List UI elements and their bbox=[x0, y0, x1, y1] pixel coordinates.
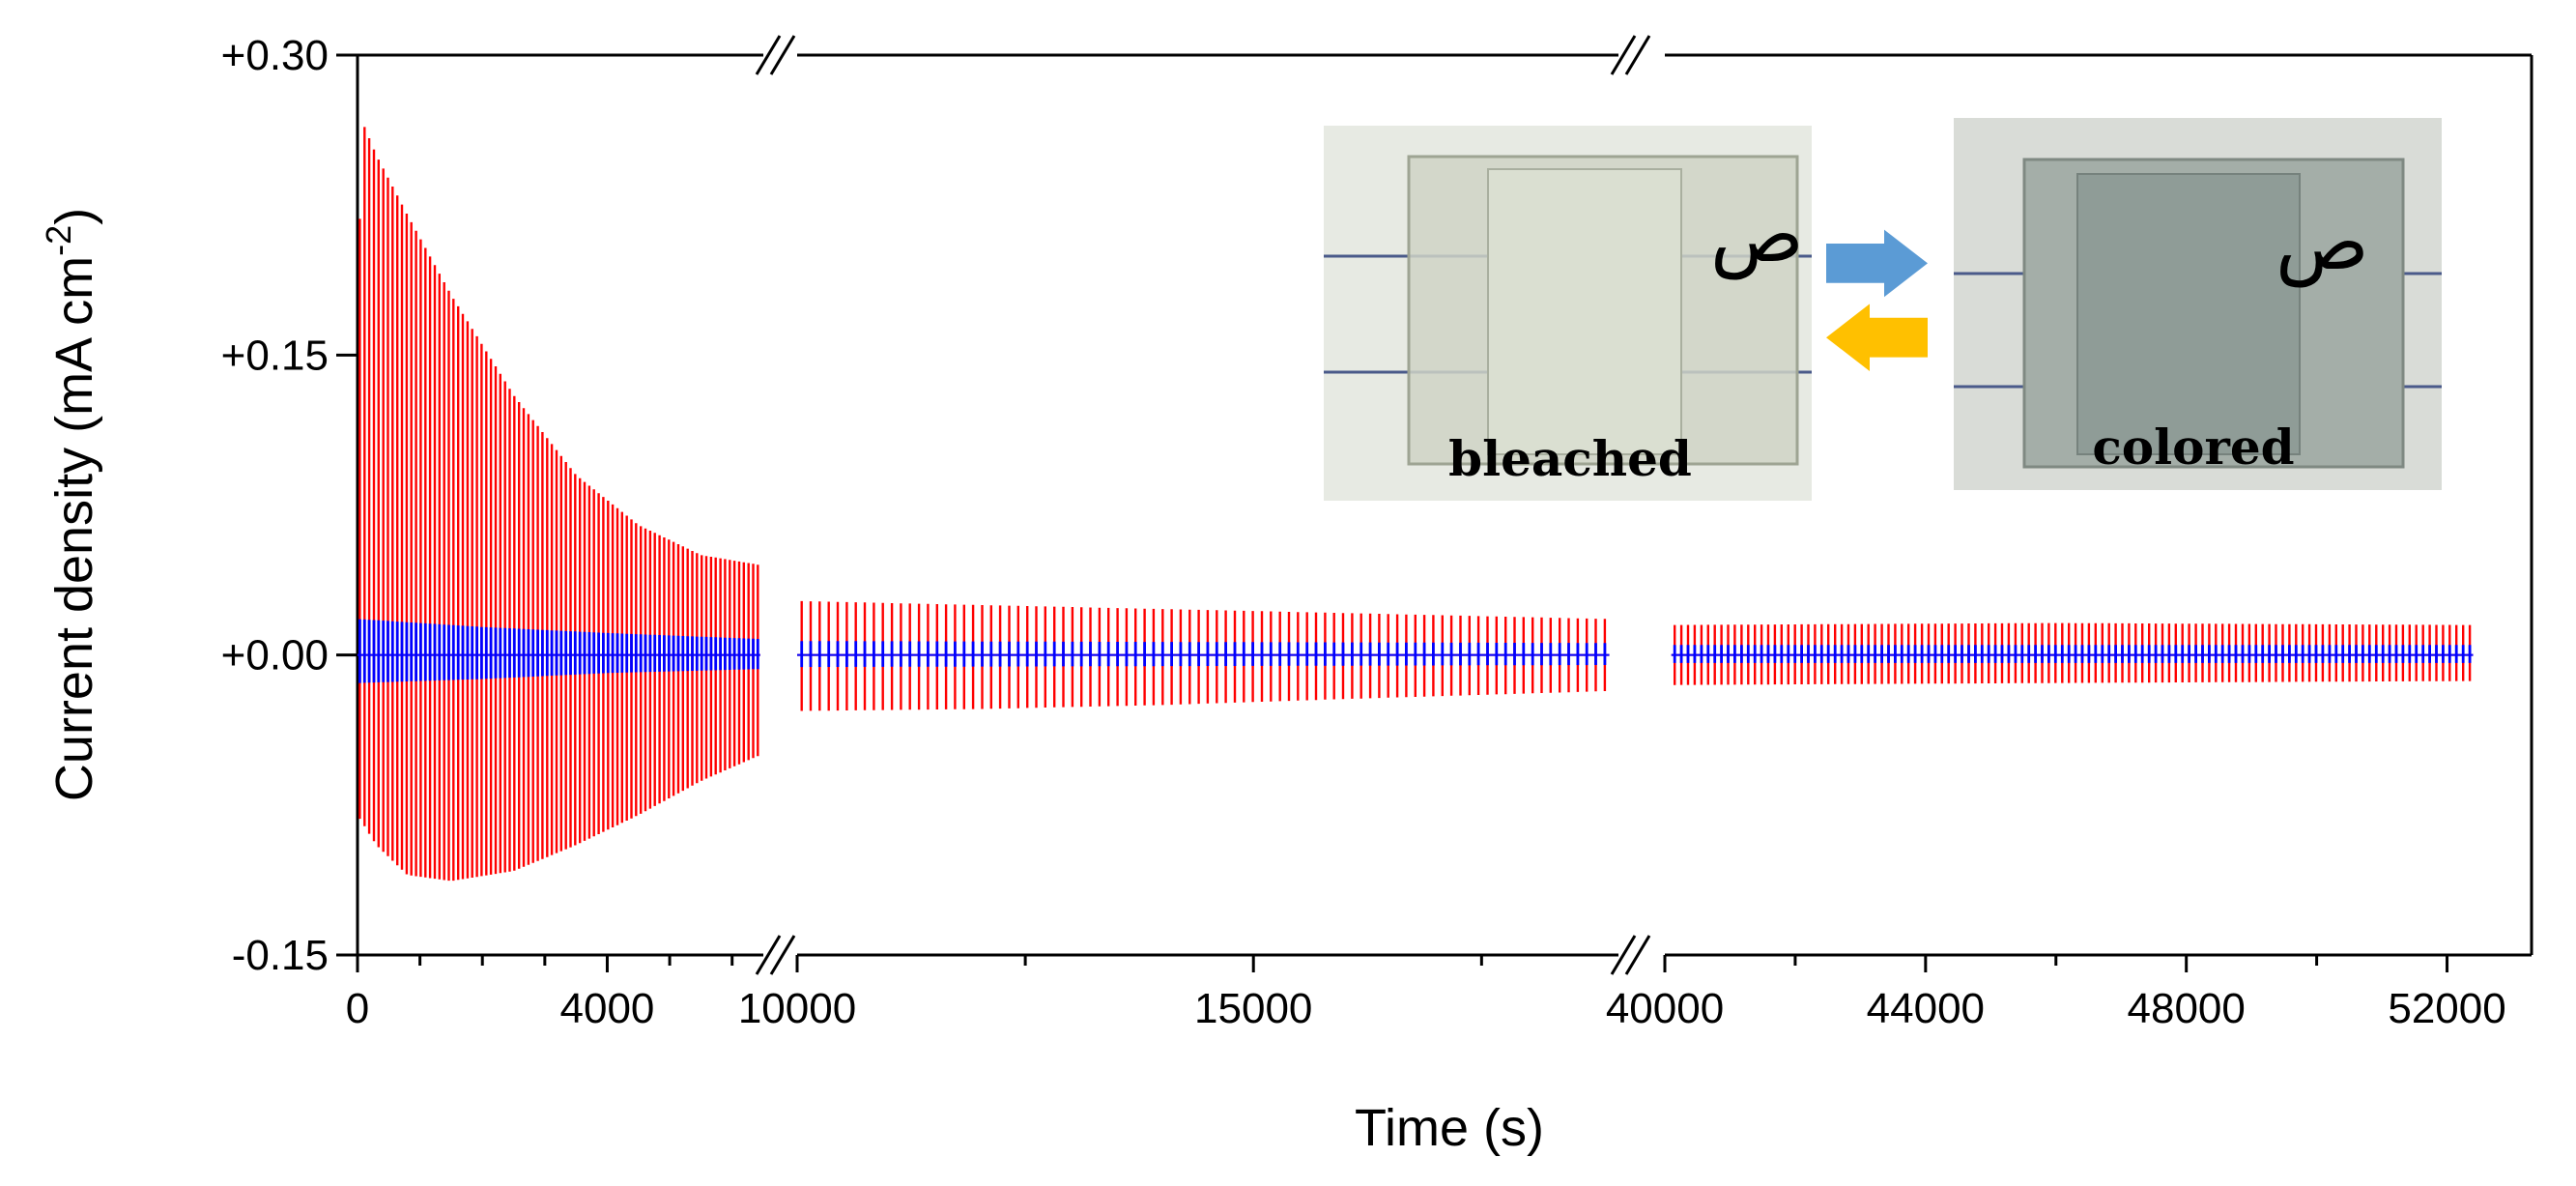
forward-arrow-icon bbox=[1826, 229, 1928, 298]
charge-envelope-segment bbox=[800, 641, 1607, 668]
axis-break-slash bbox=[769, 35, 796, 75]
x-axis-ticks: 0 4000 10000 15000 40000 44000 48000 52000 bbox=[346, 955, 2506, 1032]
y-tick-label: +0.15 bbox=[221, 332, 329, 379]
y-tick-label: +0.00 bbox=[221, 632, 329, 680]
bleached-photo: ص bleached bbox=[1324, 126, 1812, 501]
x-tick-label: 4000 bbox=[560, 985, 655, 1032]
bleached-caption: bleached bbox=[1448, 430, 1692, 487]
y-axis-title-superscript: -2 bbox=[39, 225, 78, 256]
axis-break-slash bbox=[755, 935, 782, 975]
y-axis-ticks: +0.30 +0.15 +0.00 -0.15 bbox=[221, 32, 358, 979]
axis-break-slash bbox=[1610, 935, 1637, 975]
x-tick-label: 15000 bbox=[1194, 985, 1312, 1032]
axis-break-slash bbox=[1624, 35, 1651, 75]
colored-photo: ص colored bbox=[1954, 118, 2442, 490]
charge-envelope-segment bbox=[358, 619, 759, 683]
x-tick-label: 10000 bbox=[738, 985, 856, 1032]
x-tick-label: 40000 bbox=[1606, 985, 1724, 1032]
x-tick-label: 48000 bbox=[2128, 985, 2246, 1032]
bleached-device-film bbox=[1487, 168, 1682, 455]
y-axis-title-text: Current density (mA cm bbox=[45, 256, 103, 801]
y-tick-label: +0.30 bbox=[221, 32, 329, 79]
axis-break-slash bbox=[755, 35, 782, 75]
x-tick-label: 44000 bbox=[1867, 985, 1985, 1032]
charge-envelope-segment bbox=[1673, 645, 2472, 663]
bleached-photo-mark: ص bbox=[1710, 191, 1804, 280]
axis-break-slash bbox=[1610, 35, 1637, 75]
axis-break-slash bbox=[1624, 935, 1651, 975]
inset-photos: ص bleached ص colored bbox=[1324, 118, 2442, 501]
y-axis-title: Current density (mA cm-2) bbox=[39, 208, 103, 801]
colored-photo-mark: ص bbox=[2275, 199, 2369, 288]
colored-device-film bbox=[2076, 173, 2301, 455]
x-tick-label: 0 bbox=[346, 985, 369, 1032]
y-axis-title-close: ) bbox=[45, 208, 103, 225]
y-tick-label: -0.15 bbox=[232, 932, 329, 979]
axis-break-slash bbox=[769, 935, 796, 975]
x-tick-label: 52000 bbox=[2388, 985, 2505, 1032]
backward-arrow-icon bbox=[1826, 304, 1928, 371]
x-axis-title: Time (s) bbox=[1355, 1099, 1544, 1157]
axis-break-marks bbox=[755, 35, 1651, 975]
colored-caption: colored bbox=[2092, 419, 2294, 476]
charge-series bbox=[358, 619, 2474, 683]
